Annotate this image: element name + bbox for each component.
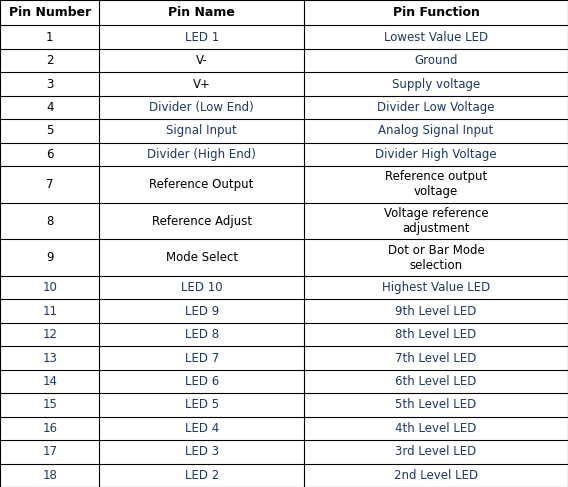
Text: Supply voltage: Supply voltage [392, 77, 480, 91]
Text: 2nd Level LED: 2nd Level LED [394, 469, 478, 482]
Text: 7: 7 [46, 178, 53, 191]
Text: 4th Level LED: 4th Level LED [395, 422, 477, 435]
Text: Signal Input: Signal Input [166, 124, 237, 137]
Text: LED 1: LED 1 [185, 31, 219, 44]
Text: LED 7: LED 7 [185, 352, 219, 365]
Text: 9: 9 [46, 251, 53, 264]
Text: 3rd Level LED: 3rd Level LED [395, 445, 477, 458]
Text: LED 10: LED 10 [181, 281, 223, 294]
Text: 13: 13 [42, 352, 57, 365]
Text: 2: 2 [46, 54, 53, 67]
Text: LED 2: LED 2 [185, 469, 219, 482]
Text: 17: 17 [42, 445, 57, 458]
Text: 10: 10 [42, 281, 57, 294]
Text: 14: 14 [42, 375, 57, 388]
Text: LED 9: LED 9 [185, 305, 219, 318]
Text: Divider High Voltage: Divider High Voltage [375, 148, 497, 161]
Text: V+: V+ [193, 77, 211, 91]
Text: 18: 18 [42, 469, 57, 482]
Text: LED 8: LED 8 [185, 328, 219, 341]
Text: 11: 11 [42, 305, 57, 318]
Text: 12: 12 [42, 328, 57, 341]
Text: Divider (Low End): Divider (Low End) [149, 101, 254, 114]
Text: 6: 6 [46, 148, 53, 161]
Text: 4: 4 [46, 101, 53, 114]
Text: 16: 16 [42, 422, 57, 435]
Text: Dot or Bar Mode
selection: Dot or Bar Mode selection [387, 244, 485, 272]
Text: 6th Level LED: 6th Level LED [395, 375, 477, 388]
Text: 9th Level LED: 9th Level LED [395, 305, 477, 318]
Text: Pin Function: Pin Function [392, 6, 479, 19]
Text: 15: 15 [42, 398, 57, 412]
Text: 7th Level LED: 7th Level LED [395, 352, 477, 365]
Text: Ground: Ground [414, 54, 458, 67]
Text: Highest Value LED: Highest Value LED [382, 281, 490, 294]
Text: LED 6: LED 6 [185, 375, 219, 388]
Text: Pin Name: Pin Name [168, 6, 235, 19]
Text: LED 5: LED 5 [185, 398, 219, 412]
Text: Mode Select: Mode Select [166, 251, 237, 264]
Text: Reference output
voltage: Reference output voltage [385, 170, 487, 198]
Text: 3: 3 [46, 77, 53, 91]
Text: Divider Low Voltage: Divider Low Voltage [377, 101, 495, 114]
Text: LED 3: LED 3 [185, 445, 219, 458]
Text: 8th Level LED: 8th Level LED [395, 328, 477, 341]
Text: V-: V- [196, 54, 207, 67]
Text: Reference Adjust: Reference Adjust [152, 215, 252, 227]
Text: LED 4: LED 4 [185, 422, 219, 435]
Text: 5th Level LED: 5th Level LED [395, 398, 477, 412]
Text: 5: 5 [46, 124, 53, 137]
Text: Lowest Value LED: Lowest Value LED [384, 31, 488, 44]
Text: Pin Number: Pin Number [9, 6, 91, 19]
Text: 8: 8 [46, 215, 53, 227]
Text: Divider (High End): Divider (High End) [147, 148, 256, 161]
Text: Voltage reference
adjustment: Voltage reference adjustment [383, 207, 488, 235]
Text: Reference Output: Reference Output [149, 178, 254, 191]
Text: Analog Signal Input: Analog Signal Input [378, 124, 494, 137]
Text: 1: 1 [46, 31, 53, 44]
